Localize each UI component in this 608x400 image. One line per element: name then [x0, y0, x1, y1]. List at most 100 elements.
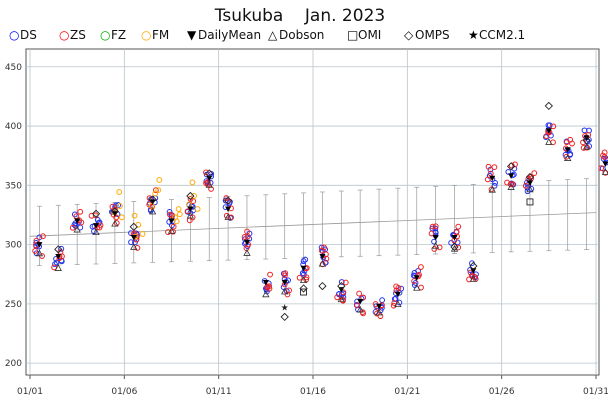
zs-point — [360, 310, 367, 317]
ds-point — [431, 238, 437, 245]
fm-point — [194, 206, 201, 212]
daily-mean-point — [394, 291, 401, 298]
zs-point — [431, 246, 438, 252]
ds-point — [603, 155, 608, 162]
zs-point — [32, 248, 39, 254]
daily-mean-point — [357, 299, 364, 305]
legend-label: CCM2.1 — [479, 28, 525, 42]
dobson-point — [337, 295, 345, 303]
x-tick-label: 01/16 — [300, 387, 326, 397]
ds-point — [492, 179, 498, 186]
dobson-point — [130, 243, 138, 250]
daily-mean-point — [168, 218, 175, 224]
zs-point — [485, 163, 492, 170]
daily-mean-point — [130, 234, 137, 241]
zs-point — [78, 219, 85, 226]
zs-point — [97, 222, 104, 229]
dobson-point — [224, 213, 232, 220]
dobson-point — [564, 154, 572, 161]
daily-mean-point — [206, 175, 213, 182]
y-tick-label: 300 — [5, 241, 22, 251]
zs-point — [342, 279, 349, 286]
chart-title: Tsukuba Jan. 2023 — [214, 6, 385, 26]
dobson-point — [375, 308, 383, 316]
dobson-point — [205, 181, 213, 188]
ds-point — [58, 245, 65, 252]
zs-point — [282, 272, 288, 279]
omps-point — [506, 162, 516, 171]
daily-mean-point — [243, 239, 250, 246]
daily-mean-point — [281, 280, 288, 286]
zs-point — [340, 297, 346, 304]
dobson-point — [111, 219, 119, 227]
zs-point — [455, 223, 462, 230]
y-tick-label: 200 — [5, 359, 22, 369]
legend-symbol: ○ — [59, 28, 69, 42]
omi-point — [300, 288, 308, 296]
zs-point — [321, 244, 327, 251]
fm-point — [191, 192, 197, 199]
zs-point — [69, 224, 76, 231]
zs-point — [241, 234, 248, 240]
legend-symbol: ★ — [468, 28, 479, 42]
dobson-point — [167, 226, 176, 234]
legend-symbol: △ — [268, 28, 278, 42]
zs-point — [354, 302, 360, 309]
legend-symbol: ◇ — [404, 28, 414, 42]
zs-point — [286, 287, 292, 294]
ds-point — [505, 169, 512, 175]
x-axis: 01/01 01/06 01/11 01/16 01/21 01/26 01/31 — [17, 375, 608, 397]
zs-point — [432, 223, 439, 230]
zs-point — [360, 294, 366, 301]
zs-point — [543, 133, 550, 140]
ds-point — [491, 182, 498, 189]
x-tick-label: 01/11 — [206, 387, 232, 397]
fm-point — [139, 231, 146, 237]
omps-point — [186, 191, 195, 201]
omps-point — [205, 169, 214, 178]
zs-point — [453, 229, 460, 236]
daily-mean-point — [583, 135, 590, 141]
omps-point — [129, 222, 138, 231]
x-tick-label: 01/21 — [394, 387, 420, 397]
y-tick-label: 450 — [5, 63, 22, 73]
dobson-point — [35, 249, 44, 257]
zs-point — [334, 294, 341, 301]
zs-point — [266, 285, 273, 292]
ds-point — [300, 258, 307, 265]
zs-point — [340, 289, 347, 296]
fm-point — [189, 179, 196, 186]
legend-label: FM — [152, 28, 169, 42]
y-tick-label: 350 — [5, 181, 22, 191]
ds-point — [581, 127, 588, 134]
omps-point — [280, 312, 289, 322]
dobson-point — [469, 275, 478, 282]
zs-point — [580, 145, 587, 151]
zs-point — [418, 264, 424, 270]
daily-mean-point — [545, 128, 552, 134]
dobson-point — [299, 276, 308, 284]
legend-label: OMI — [358, 28, 381, 42]
zs-point — [356, 290, 363, 297]
daily-mean-point — [300, 265, 307, 272]
x-tick-label: 01/26 — [489, 387, 515, 397]
dobson-point — [92, 228, 100, 236]
zs-point — [282, 270, 289, 277]
dobson-point — [243, 249, 251, 256]
chart-legend: ○ DS ○ ZS ○ FZ ○ FM ▼ DailyMean △ Dobson □ OMI ◇ OMPS ★ C… — [9, 28, 525, 42]
daily-mean-point — [55, 253, 62, 260]
daily-mean-point — [508, 173, 515, 179]
daily-mean-point — [432, 234, 439, 241]
daily-mean-point — [111, 211, 118, 217]
fm-point — [116, 189, 123, 195]
legend-symbol: ▼ — [187, 28, 197, 42]
y-tick-label: 250 — [5, 300, 22, 310]
observations: ★ — [32, 101, 608, 322]
zs-point — [33, 237, 40, 244]
zs-point — [167, 211, 173, 218]
daily-mean-point — [93, 223, 100, 229]
ds-point — [53, 259, 60, 266]
dobson-point — [488, 185, 496, 193]
dobson-point — [526, 185, 534, 193]
dobson-point — [54, 264, 62, 271]
